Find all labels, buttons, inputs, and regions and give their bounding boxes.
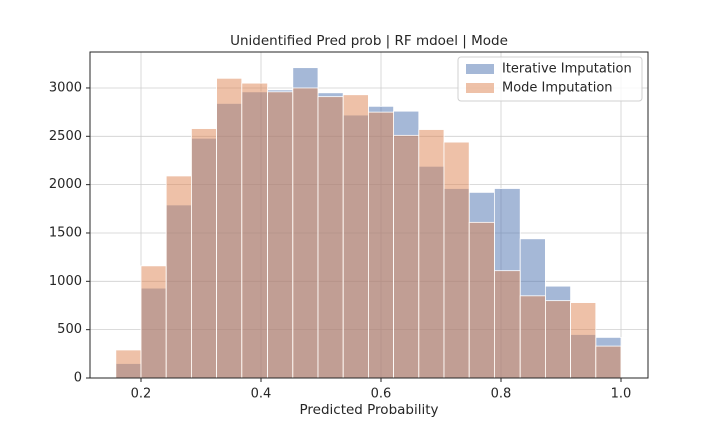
x-axis-label: Predicted Probability — [299, 402, 438, 418]
legend-box — [457, 56, 643, 102]
histogram-bar — [545, 300, 572, 379]
histogram-bar — [216, 77, 243, 379]
histogram-bar — [140, 265, 167, 379]
histogram-bar — [190, 128, 217, 379]
legend-swatch — [466, 64, 494, 74]
x-tick-label: 0.6 — [371, 387, 392, 402]
legend-swatch — [466, 83, 494, 93]
x-tick-label: 0.4 — [251, 387, 272, 402]
y-tick-label: 1000 — [49, 274, 82, 289]
y-tick-label: 3000 — [49, 80, 82, 95]
axes-frame — [89, 51, 649, 379]
legend-label: Mode Imputation — [502, 81, 613, 96]
histogram-bar — [443, 141, 470, 379]
histogram-bar — [267, 91, 294, 379]
histogram-bar — [595, 345, 622, 379]
histogram-bar — [393, 134, 420, 379]
y-tick-label: 500 — [57, 322, 82, 337]
histogram-bar — [317, 96, 344, 379]
y-tick-label: 1500 — [49, 225, 82, 240]
histogram-bar — [519, 295, 546, 379]
histogram-bar — [115, 349, 142, 379]
histogram-bar — [367, 111, 394, 379]
x-tick-label: 0.2 — [131, 387, 152, 402]
histogram-bar — [342, 94, 369, 379]
histogram-bar — [468, 221, 495, 379]
y-tick-label: 2500 — [49, 129, 82, 144]
x-tick-label: 0.8 — [491, 387, 512, 402]
histogram-bar — [570, 302, 597, 379]
histogram-bar — [418, 129, 445, 379]
y-tick-label: 0 — [74, 371, 82, 386]
histogram-bar — [241, 82, 269, 379]
histogram-bar — [292, 87, 319, 379]
histogram-bar — [165, 175, 192, 379]
legend-label: Iterative Imputation — [502, 62, 632, 77]
x-tick-label: 1.0 — [611, 387, 632, 402]
y-tick-label: 2000 — [49, 177, 82, 192]
chart-title: Unidentified Pred prob | RF mdoel | Mode — [230, 33, 508, 49]
histogram-bar — [493, 270, 521, 379]
